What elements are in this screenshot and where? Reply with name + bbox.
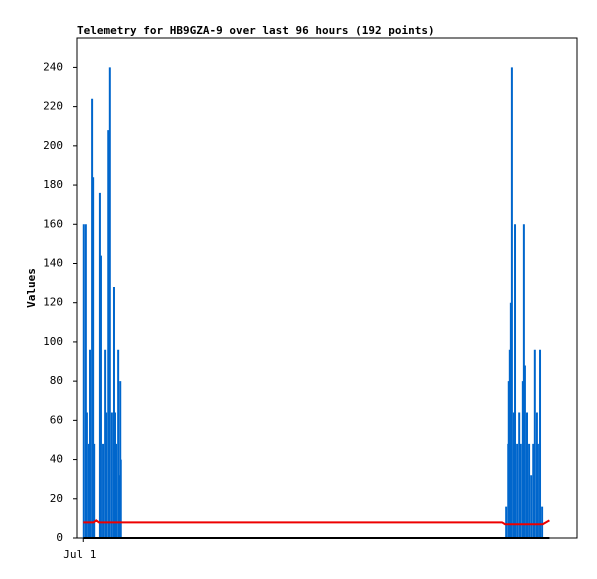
x-tick-label: Jul 1: [63, 548, 96, 561]
y-tick-label: 240: [43, 60, 63, 73]
y-tick-label: 180: [43, 178, 63, 191]
y-tick-label: 0: [56, 531, 63, 544]
chart-title: Telemetry for HB9GZA-9 over last 96 hour…: [77, 24, 435, 37]
y-tick-label: 160: [43, 217, 63, 230]
y-tick-label: 220: [43, 100, 63, 113]
series-line: [83, 519, 550, 526]
y-tick-label: 60: [50, 413, 63, 426]
y-tick-label: 20: [50, 492, 63, 505]
y-tick-label: 200: [43, 139, 63, 152]
y-axis-label: Values: [25, 268, 38, 308]
plot-frame: [76, 37, 578, 539]
y-tick-label: 140: [43, 256, 63, 269]
y-tick-label: 100: [43, 335, 63, 348]
y-tick-label: 80: [50, 374, 63, 387]
y-tick-label: 120: [43, 296, 63, 309]
y-tick-label: 40: [50, 453, 63, 466]
